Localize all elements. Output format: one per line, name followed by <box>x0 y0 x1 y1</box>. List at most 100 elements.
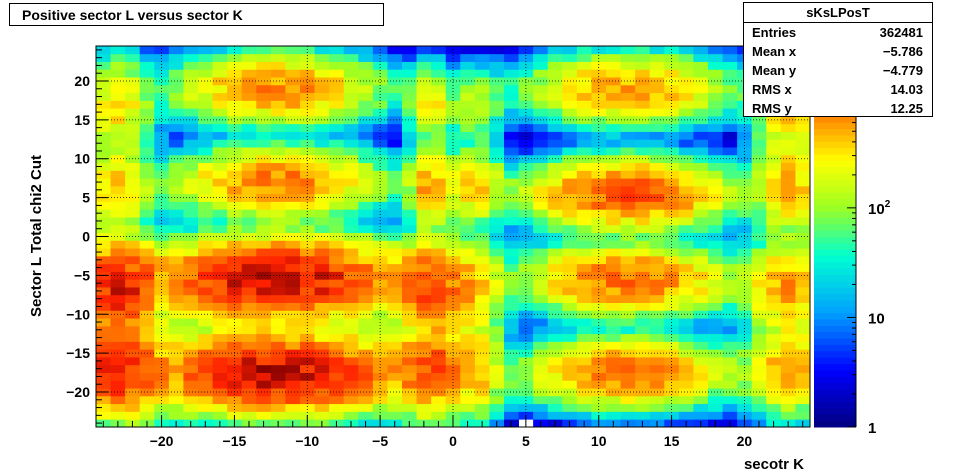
heatmap-cell <box>314 224 330 234</box>
heatmap-cell <box>270 325 286 335</box>
heatmap-cell <box>96 255 111 265</box>
heatmap-cell <box>96 372 111 381</box>
heatmap-cell <box>241 84 257 94</box>
heatmap-cell <box>504 92 519 101</box>
heatmap-cell <box>460 123 476 132</box>
heatmap-cell <box>795 178 811 187</box>
heatmap-cell <box>722 364 738 373</box>
heatmap-cell <box>329 325 345 335</box>
heatmap-cell <box>766 131 782 140</box>
heatmap-cell <box>416 115 432 125</box>
heatmap-cell <box>708 380 723 389</box>
heatmap-cell <box>416 349 432 358</box>
heatmap-cell <box>474 131 490 140</box>
heatmap-cell <box>766 411 782 420</box>
heatmap-cell <box>562 279 578 288</box>
heatmap-cell <box>96 357 111 366</box>
heatmap-cell <box>431 209 447 218</box>
heatmap-cell <box>314 357 330 366</box>
heatmap-cell <box>212 201 228 210</box>
heatmap-cell <box>547 217 563 226</box>
heatmap-cell <box>256 349 272 358</box>
heatmap-cell <box>678 162 694 171</box>
heatmap-cell <box>649 46 665 55</box>
heatmap-cell <box>314 380 330 389</box>
heatmap-cell <box>708 372 723 381</box>
heatmap-cell <box>576 201 592 210</box>
heatmap-cell <box>212 388 228 397</box>
heatmap-cell <box>474 287 490 296</box>
heatmap-cell <box>795 325 811 335</box>
heatmap-cell <box>460 341 476 350</box>
heatmap-cell <box>154 217 170 226</box>
heatmap-cell <box>168 193 184 202</box>
heatmap-cell <box>635 131 651 140</box>
heatmap-cell <box>445 364 461 373</box>
heatmap-cell <box>504 147 519 156</box>
x-tick-label: −20 <box>150 433 174 449</box>
heatmap-cell <box>766 341 782 350</box>
palette-segment <box>814 350 856 358</box>
heatmap-cell <box>518 61 534 70</box>
heatmap-cell <box>722 139 738 148</box>
heatmap-cell <box>722 372 738 381</box>
heatmap-cell <box>562 53 578 62</box>
heatmap-cell <box>372 248 388 257</box>
heatmap-cell <box>343 178 359 187</box>
heatmap-cell <box>300 302 315 311</box>
heatmap-cell <box>445 170 461 179</box>
heatmap-cell <box>635 209 651 218</box>
heatmap-cell <box>649 287 665 296</box>
heatmap-cell <box>125 263 141 272</box>
heatmap-cell <box>635 123 651 132</box>
heatmap-cell <box>139 357 155 366</box>
heatmap-cell <box>198 325 213 335</box>
heatmap-cell <box>722 248 738 257</box>
heatmap-cell <box>562 69 578 78</box>
heatmap-cell <box>460 403 476 412</box>
y-tick-label: 20 <box>74 73 90 89</box>
heatmap-cell <box>780 154 796 164</box>
heatmap-cell <box>198 224 213 234</box>
heatmap-cell <box>504 178 519 187</box>
x-tick-label: 5 <box>522 433 530 449</box>
heatmap-cell <box>664 388 680 397</box>
heatmap-cell <box>664 115 680 125</box>
heatmap-cell <box>358 302 374 311</box>
heatmap-cell <box>504 201 519 210</box>
heatmap-cell <box>547 178 563 187</box>
heatmap-cell <box>285 318 301 327</box>
heatmap-cell <box>285 248 301 257</box>
heatmap-cell <box>547 147 563 156</box>
heatmap-cell <box>285 131 301 140</box>
heatmap-cell <box>678 232 694 241</box>
heatmap-cell <box>474 100 490 109</box>
heatmap-cell <box>576 287 592 296</box>
heatmap-cell <box>751 333 767 342</box>
heatmap-cell <box>256 53 272 62</box>
heatmap-cell <box>402 255 417 265</box>
heatmap-cell <box>518 131 534 140</box>
heatmap-cell <box>241 364 257 373</box>
heatmap-cell <box>372 46 388 55</box>
heatmap-cell <box>270 411 286 420</box>
heatmap-cell <box>198 357 213 366</box>
heatmap-cell <box>591 403 607 412</box>
heatmap-cell <box>504 325 519 335</box>
heatmap-cell <box>678 178 694 187</box>
heatmap-cell <box>795 287 811 296</box>
heatmap-cell <box>431 131 447 140</box>
heatmap-cell <box>474 372 490 381</box>
heatmap-cell <box>489 224 505 234</box>
heatmap-cell <box>460 201 476 210</box>
heatmap-cell <box>314 201 330 210</box>
heatmap-cell <box>460 115 476 125</box>
heatmap-cell <box>664 100 680 109</box>
heatmap-cell <box>329 403 345 412</box>
heatmap-cell <box>576 388 592 397</box>
heatmap-cell <box>547 131 563 140</box>
heatmap-cell <box>766 201 782 210</box>
heatmap-cell <box>780 162 796 171</box>
heatmap-cell <box>241 100 257 109</box>
heatmap-cell <box>241 294 257 303</box>
